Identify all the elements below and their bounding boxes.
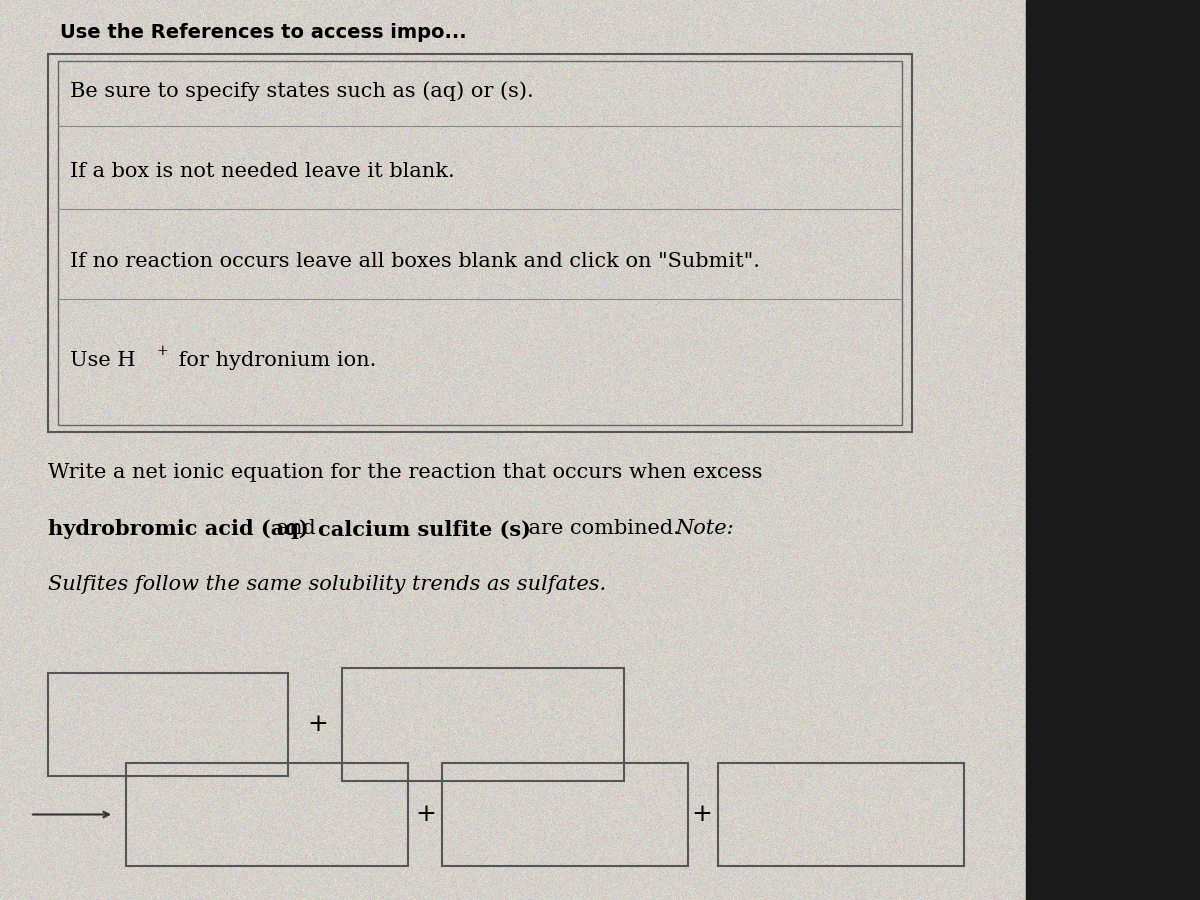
Text: Sulfites follow the same solubility trends as sulfates.: Sulfites follow the same solubility tren…: [48, 575, 606, 594]
Text: are combined.: are combined.: [522, 519, 686, 538]
Text: If no reaction occurs leave all boxes blank and click on "Submit".: If no reaction occurs leave all boxes bl…: [70, 252, 760, 271]
Text: +: +: [156, 344, 168, 358]
Text: calcium sulfite (s): calcium sulfite (s): [318, 519, 530, 539]
Text: hydrobromic acid (aq): hydrobromic acid (aq): [48, 519, 308, 539]
Text: Use the References to access impo...: Use the References to access impo...: [60, 22, 467, 41]
Text: Be sure to specify states such as (aq) or (s).: Be sure to specify states such as (aq) o…: [70, 81, 533, 101]
Text: +: +: [307, 713, 329, 736]
Text: +: +: [691, 803, 713, 826]
Bar: [1026, 0, 1200, 900]
Text: If a box is not needed leave it blank.: If a box is not needed leave it blank.: [70, 162, 455, 181]
Text: Use H: Use H: [70, 351, 136, 370]
Text: and: and: [270, 519, 323, 538]
Text: Write a net ionic equation for the reaction that occurs when excess: Write a net ionic equation for the react…: [48, 464, 762, 482]
Text: Note:: Note:: [676, 519, 734, 538]
Text: for hydronium ion.: for hydronium ion.: [172, 351, 376, 370]
Text: +: +: [415, 803, 437, 826]
